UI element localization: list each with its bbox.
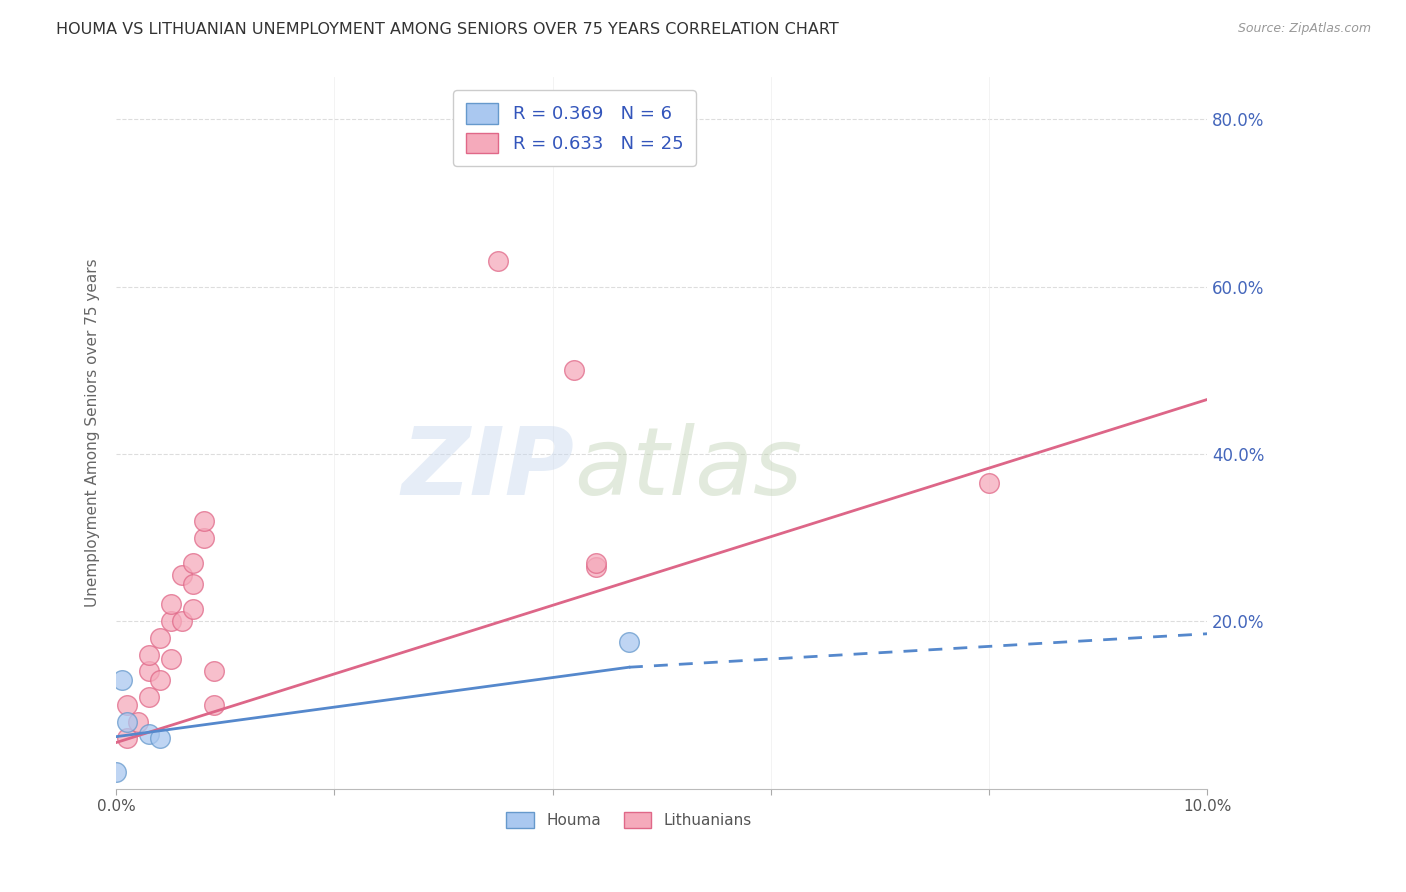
Text: Source: ZipAtlas.com: Source: ZipAtlas.com	[1237, 22, 1371, 36]
Point	[149, 731, 172, 746]
Legend: Houma, Lithuanians: Houma, Lithuanians	[501, 806, 758, 834]
Y-axis label: Unemployment Among Seniors over 75 years: Unemployment Among Seniors over 75 years	[86, 259, 100, 607]
Point	[585, 559, 607, 574]
Text: HOUMA VS LITHUANIAN UNEMPLOYMENT AMONG SENIORS OVER 75 YEARS CORRELATION CHART: HOUMA VS LITHUANIAN UNEMPLOYMENT AMONG S…	[56, 22, 839, 37]
Point	[159, 614, 181, 628]
Point	[138, 648, 160, 662]
Point	[115, 731, 138, 746]
Point	[585, 556, 607, 570]
Text: atlas: atlas	[575, 423, 803, 514]
Point	[204, 698, 226, 712]
Point	[138, 665, 160, 679]
Text: ZIP: ZIP	[402, 423, 575, 515]
Point	[115, 698, 138, 712]
Point	[127, 714, 149, 729]
Point	[115, 714, 138, 729]
Point	[138, 690, 160, 704]
Point	[977, 476, 1000, 491]
Point	[193, 514, 215, 528]
Point	[486, 254, 509, 268]
Point	[564, 363, 586, 377]
Point	[181, 601, 204, 615]
Point	[149, 673, 172, 687]
Point	[111, 673, 134, 687]
Point	[181, 576, 204, 591]
Point	[617, 635, 640, 649]
Point	[204, 665, 226, 679]
Point	[159, 598, 181, 612]
Point	[170, 568, 193, 582]
Point	[159, 652, 181, 666]
Point	[138, 727, 160, 741]
Point	[170, 614, 193, 628]
Point	[181, 556, 204, 570]
Point	[193, 531, 215, 545]
Point	[105, 764, 128, 779]
Point	[149, 631, 172, 645]
